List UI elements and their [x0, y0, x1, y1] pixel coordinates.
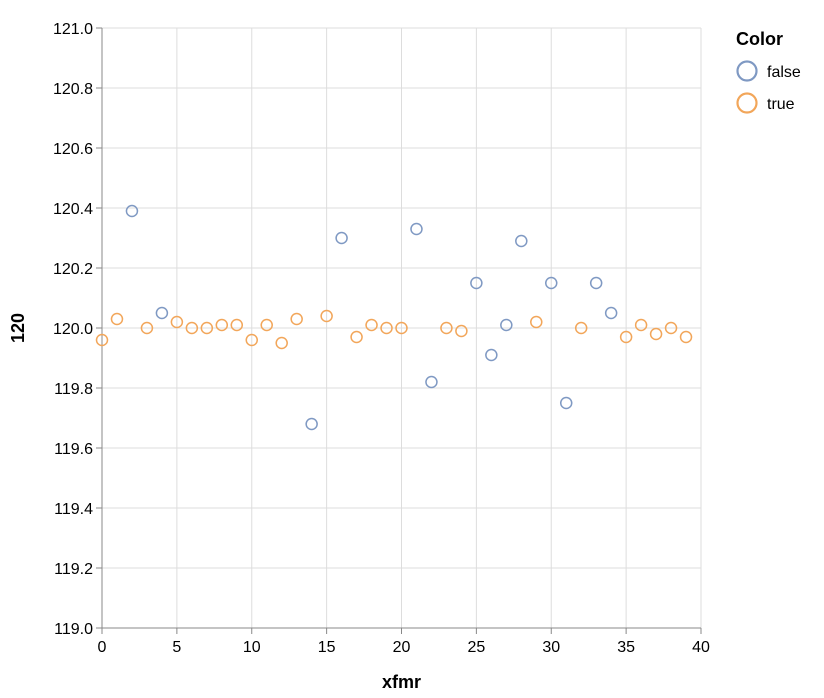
x-axis-title: xfmr: [382, 672, 421, 692]
y-tick-label: 120.4: [53, 201, 93, 218]
data-point-true[interactable]: [110, 312, 124, 326]
data-point-false[interactable]: [485, 348, 498, 362]
y-tick-label: 119.6: [54, 441, 93, 458]
y-axis-ticks: 119.0 119.2 119.4 119.6 119.8 120.0 120.2 120.4…: [53, 21, 102, 638]
data-point-true[interactable]: [290, 312, 303, 326]
data-point-false[interactable]: [305, 417, 318, 431]
data-point-true[interactable]: [455, 324, 468, 338]
grid: [101, 27, 702, 629]
data-point-true[interactable]: [95, 333, 109, 347]
x-tick-label: 30: [542, 639, 560, 656]
data-point-true[interactable]: [185, 321, 199, 335]
y-tick-label: 119.0: [54, 621, 93, 638]
x-tick-label: 35: [617, 639, 635, 656]
legend-label: false: [767, 64, 801, 81]
data-point-true[interactable]: [230, 318, 244, 332]
data-point-false[interactable]: [559, 396, 573, 410]
data-point-true[interactable]: [275, 336, 288, 350]
data-point-true[interactable]: [664, 321, 678, 335]
data-point-false[interactable]: [335, 231, 348, 245]
y-tick-label: 119.4: [54, 501, 93, 518]
legend-entries[interactable]: false true: [736, 60, 801, 114]
data-point-false[interactable]: [470, 276, 483, 290]
data-point-true[interactable]: [530, 315, 543, 329]
data-point-false[interactable]: [500, 318, 513, 332]
data-point-false[interactable]: [410, 222, 423, 236]
y-tick-label: 119.8: [54, 381, 93, 398]
data-point-true[interactable]: [619, 330, 633, 344]
data-point-true[interactable]: [200, 321, 214, 335]
data-point-false[interactable]: [515, 234, 528, 248]
data-point-true[interactable]: [574, 321, 588, 335]
data-point-false[interactable]: [125, 204, 139, 218]
x-tick-label: 40: [692, 639, 710, 656]
y-tick-label: 120.8: [53, 81, 93, 98]
y-tick-label: 119.2: [54, 561, 93, 578]
y-tick-label: 120.6: [53, 141, 93, 158]
data-point-true[interactable]: [260, 318, 273, 332]
data-point-false[interactable]: [425, 375, 438, 389]
data-point-true[interactable]: [679, 330, 693, 344]
legend-label: true: [767, 96, 795, 113]
data-point-false[interactable]: [604, 306, 618, 320]
data-point-true[interactable]: [649, 327, 663, 341]
y-tick-label: 120.2: [53, 261, 93, 278]
data-point-false[interactable]: [589, 276, 603, 290]
data-point-true[interactable]: [350, 330, 363, 344]
x-tick-label: 20: [393, 639, 411, 656]
x-tick-label: 25: [467, 639, 485, 656]
x-tick-label: 0: [98, 639, 107, 656]
y-tick-label: 121.0: [53, 21, 93, 38]
data-point-true[interactable]: [395, 321, 408, 335]
data-point-true[interactable]: [140, 321, 154, 335]
legend-item-true[interactable]: true: [736, 92, 795, 114]
data-point-true[interactable]: [365, 318, 378, 332]
x-tick-label: 15: [318, 639, 336, 656]
data-points: [95, 204, 693, 431]
legend-title: Color: [736, 29, 783, 49]
data-point-true[interactable]: [245, 333, 258, 347]
x-tick-label: 5: [172, 639, 181, 656]
data-point-true[interactable]: [380, 321, 393, 335]
data-point-true[interactable]: [440, 321, 453, 335]
data-point-true[interactable]: [634, 318, 648, 332]
y-tick-label: 120.0: [53, 321, 93, 338]
y-axis-title: 120: [8, 313, 28, 343]
legend[interactable]: Color false true: [736, 29, 801, 114]
x-axis-ticks: 0 5 10 15 20 25 30 35 40: [98, 628, 710, 656]
data-point-false[interactable]: [155, 306, 169, 320]
data-point-true[interactable]: [215, 318, 229, 332]
x-tick-label: 10: [243, 639, 261, 656]
data-point-true[interactable]: [170, 315, 184, 329]
legend-symbol: [736, 60, 758, 82]
legend-item-false[interactable]: false: [736, 60, 801, 82]
data-point-true[interactable]: [320, 309, 333, 323]
legend-symbol: [736, 92, 758, 114]
data-point-false[interactable]: [545, 276, 558, 290]
